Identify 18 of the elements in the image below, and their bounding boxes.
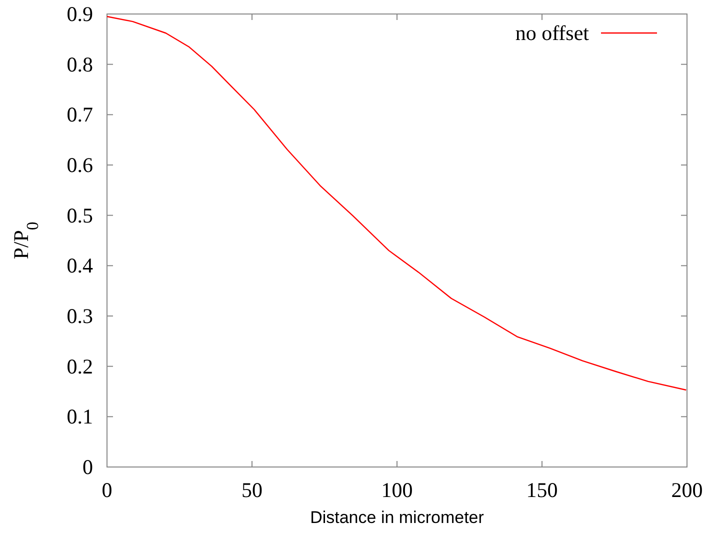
y-tick-label: 0.5 (66, 203, 93, 228)
y-tick-label: 0.3 (66, 304, 93, 328)
y-tick-label: 0.8 (66, 52, 93, 76)
y-tick-label: 0.4 (66, 254, 94, 278)
legend-label: no offset (515, 21, 590, 45)
y-tick-label: 0.1 (66, 404, 93, 429)
y-tick-label: 0.2 (66, 354, 93, 378)
x-tick-label: 50 (242, 478, 262, 502)
x-tick-label: 150 (526, 478, 558, 502)
x-axis-title: Distance in micrometer (310, 508, 484, 527)
y-tick-label: 0.6 (66, 153, 93, 177)
y-tick-label: 0 (82, 455, 93, 479)
x-tick-label: 100 (381, 478, 413, 502)
x-tick-label: 0 (102, 478, 112, 502)
y-tick-label: 0.7 (66, 102, 93, 127)
y-tick-label: 0.9 (66, 2, 93, 26)
x-tick-label: 200 (671, 478, 703, 502)
line-series (106, 16, 687, 391)
